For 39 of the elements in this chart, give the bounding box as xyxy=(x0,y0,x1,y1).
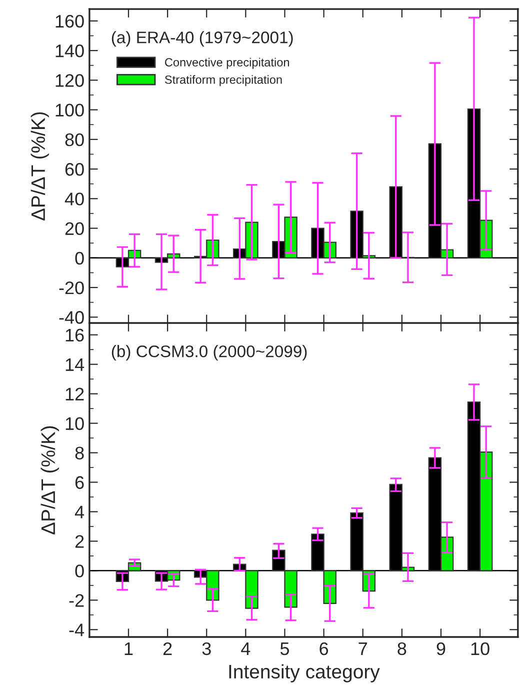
y-tick-label: 100 xyxy=(56,104,84,117)
y-tick-label: 10 xyxy=(66,417,84,430)
y-tick-label: 0 xyxy=(75,252,84,265)
y-tick-label: 140 xyxy=(56,44,84,58)
x-tick-label: 4 xyxy=(241,642,250,655)
y-tick-label: 4 xyxy=(74,506,84,518)
text: (a) ERA-40 (1979~2001) xyxy=(112,31,293,47)
y-tick-label: 14 xyxy=(66,358,84,371)
y-tick-label: -4 xyxy=(69,624,84,636)
y-tick-label: 0 xyxy=(75,564,84,578)
x-tick-label: 8 xyxy=(398,642,406,656)
y-tick-label: -20 xyxy=(59,281,84,294)
x-tick-label: 6 xyxy=(320,642,328,656)
y-tick-label: 120 xyxy=(56,74,84,87)
text: (b) CCSM3.0 (2000~2099) xyxy=(112,345,307,361)
x-tick-label: 7 xyxy=(358,642,367,655)
x-tick-label: 3 xyxy=(202,642,211,656)
y-tick-label: 2 xyxy=(75,535,84,548)
y-tick-label: 160 xyxy=(56,14,84,28)
x-tick-label: 9 xyxy=(436,642,446,656)
x-tick-label: 2 xyxy=(163,642,172,655)
y-tick-label: 80 xyxy=(65,133,84,146)
y-tick-label: 8 xyxy=(75,446,84,460)
y-tick-label: 6 xyxy=(75,476,84,489)
y-tick-label: -2 xyxy=(69,594,84,607)
y-tick-label: 12 xyxy=(66,388,84,400)
x-axis-title: Intensity category xyxy=(229,664,380,682)
y-tick-label: -40 xyxy=(59,311,84,324)
y-tick-label: 20 xyxy=(65,222,84,235)
y-tick-label: 40 xyxy=(64,192,84,206)
x-tick-label: 10 xyxy=(471,642,490,656)
legend-label: Convective precipitation xyxy=(165,58,289,69)
y-axis-title: ΔP/ΔT (%/K) xyxy=(40,426,59,534)
x-tick-label: 5 xyxy=(280,642,289,656)
y-tick-label: 16 xyxy=(66,328,84,342)
x-tick-label: 1 xyxy=(124,642,133,655)
y-axis-title: ΔP/ΔT (%/K) xyxy=(30,112,49,220)
legend-label: Stratiform precipitation xyxy=(164,75,282,86)
y-tick-label: 60 xyxy=(65,162,84,176)
